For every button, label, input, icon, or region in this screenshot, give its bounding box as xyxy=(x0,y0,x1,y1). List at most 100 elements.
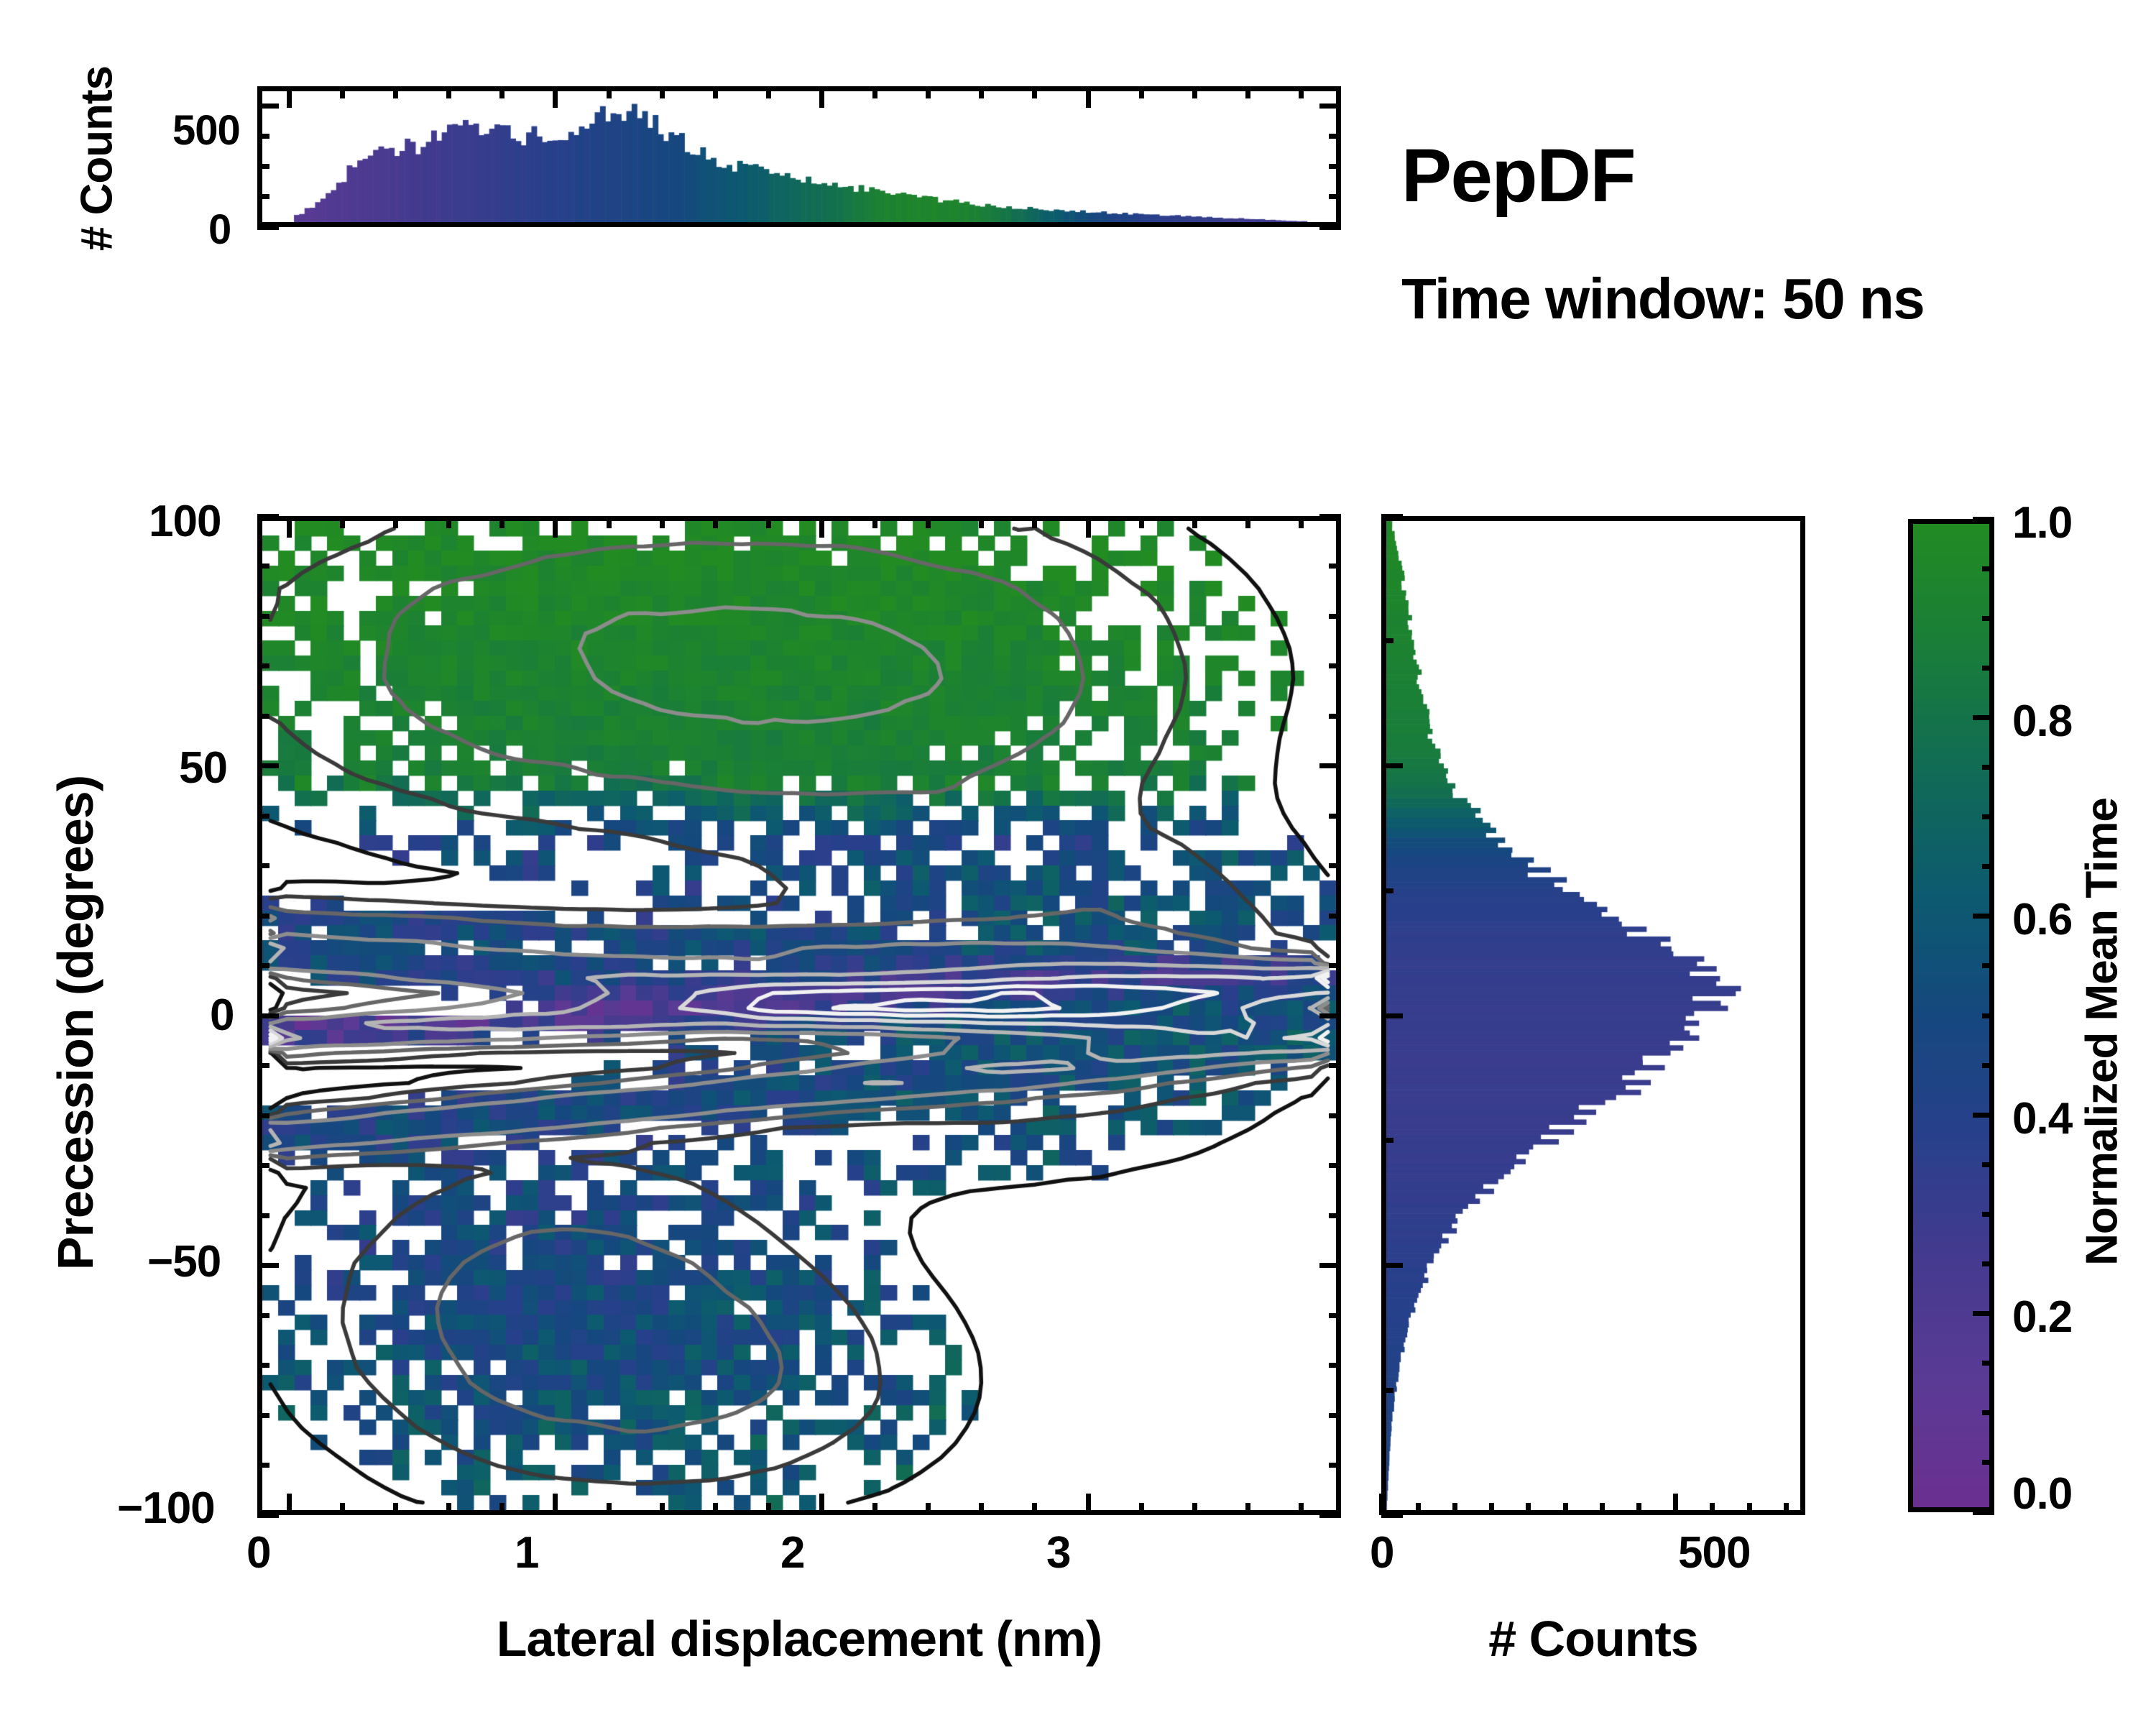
top-histogram-ytick-right xyxy=(1329,133,1341,139)
main-xtick-top xyxy=(553,516,558,538)
top-histogram-canvas-layer xyxy=(262,91,1336,222)
main-xtick-top xyxy=(659,516,665,528)
colorbar-tick xyxy=(1973,714,1994,720)
main-xtick xyxy=(979,1503,985,1515)
top-histogram-ytick xyxy=(257,133,270,139)
colorbar-tick xyxy=(1982,1460,1994,1466)
main-xtick xyxy=(765,1503,771,1515)
main-xtick-top xyxy=(979,516,985,528)
main-ytick-right xyxy=(1329,1213,1341,1218)
colorbar-tick xyxy=(1982,864,1994,870)
top-histogram-xtick xyxy=(606,86,612,98)
main-ytick xyxy=(257,1363,270,1368)
top-histogram-ytick-right xyxy=(1329,164,1341,170)
colorbar-tick xyxy=(1973,1112,1994,1118)
main-ylabel: Precession (degrees) xyxy=(47,775,103,1271)
main-xtick xyxy=(1085,1494,1091,1515)
colorbar-tick-1-0: 1.0 xyxy=(2012,498,2073,548)
main-ytick-neg50: −50 xyxy=(147,1237,221,1287)
right-histogram-xtick xyxy=(1746,1503,1752,1515)
figure-title: PepDF xyxy=(1401,134,1636,218)
right-histogram-xtick xyxy=(1599,1503,1605,1515)
colorbar-tick xyxy=(1982,665,1994,671)
colorbar-tick xyxy=(1973,1311,1994,1317)
right-histogram-axes xyxy=(1381,516,1805,1515)
main-ytick-right xyxy=(1329,913,1341,919)
main-xtick-top xyxy=(340,516,346,528)
main-xtick-top xyxy=(393,516,399,528)
main-ytick-right xyxy=(1329,713,1341,719)
main-xtick xyxy=(1032,1503,1038,1515)
right-histogram-xtick xyxy=(1710,1503,1715,1515)
top-histogram-xtick xyxy=(979,86,985,98)
main-ytick xyxy=(257,1263,279,1268)
main-xtick-top xyxy=(1138,516,1144,528)
main-xtick xyxy=(446,1503,452,1515)
main-ytick xyxy=(257,1512,279,1518)
main-ytick xyxy=(257,1312,270,1318)
main-ytick xyxy=(257,1463,270,1468)
colorbar-tick xyxy=(1982,814,1994,820)
top-histogram-xtick xyxy=(872,86,878,98)
colorbar-tick xyxy=(1982,1410,1994,1416)
right-histogram-ytick xyxy=(1381,1263,1403,1268)
main-ytick xyxy=(257,963,270,968)
main-ytick xyxy=(257,713,270,719)
main-plot-axes xyxy=(257,516,1341,1515)
main-xtick-3: 3 xyxy=(1046,1528,1071,1578)
top-histogram-xtick xyxy=(1192,86,1197,98)
right-histogram-ytick xyxy=(1381,1387,1393,1393)
main-ytick xyxy=(257,613,270,619)
right-histogram-xtick xyxy=(1378,1494,1384,1515)
top-histogram-xtick xyxy=(712,86,718,98)
main-ytick xyxy=(257,1113,270,1118)
top-histogram-xtick xyxy=(446,86,452,98)
main-ytick-right xyxy=(1329,613,1341,619)
right-histogram-xtick xyxy=(1783,1503,1789,1515)
top-histogram-axes xyxy=(257,86,1341,227)
right-histogram-xlabel: # Counts xyxy=(1488,1611,1698,1667)
right-histogram-xtick xyxy=(1452,1503,1457,1515)
right-histogram-bars xyxy=(1386,521,1800,1510)
main-xtick-0: 0 xyxy=(247,1528,271,1578)
main-ytick-right xyxy=(1329,1463,1341,1468)
top-histogram-ytick-500: 500 xyxy=(172,107,241,154)
main-ytick xyxy=(257,913,270,919)
main-ytick-right xyxy=(1329,1412,1341,1418)
top-histogram-ytick xyxy=(257,164,270,170)
colorbar-tick xyxy=(1982,1062,1994,1068)
main-ytick xyxy=(257,1013,279,1018)
main-ytick-0: 0 xyxy=(210,990,234,1040)
main-ytick xyxy=(257,1213,270,1218)
colorbar-tick xyxy=(1982,1211,1994,1217)
right-histogram-xtick xyxy=(1489,1503,1495,1515)
main-ytick xyxy=(257,1412,270,1418)
main-ytick-100: 100 xyxy=(149,497,221,546)
main-xtick-top xyxy=(1245,516,1250,528)
main-ytick xyxy=(257,564,270,569)
top-histogram-ytick-right xyxy=(1319,103,1341,109)
top-histogram-xtick xyxy=(1245,86,1250,98)
right-histogram-xtick-500: 500 xyxy=(1678,1528,1751,1578)
main-ytick-50: 50 xyxy=(179,743,228,793)
top-histogram-ytick xyxy=(257,103,279,109)
main-ytick-right xyxy=(1319,1512,1341,1518)
right-histogram-ytick xyxy=(1381,1512,1403,1518)
colorbar-tick xyxy=(1982,1162,1994,1167)
main-xtick xyxy=(872,1503,878,1515)
colorbar-tick xyxy=(1982,566,1994,571)
right-histogram-ytick xyxy=(1381,638,1393,644)
top-histogram-bars xyxy=(262,91,1336,222)
main-ytick-right xyxy=(1329,863,1341,868)
main-xtick-top xyxy=(499,516,505,528)
right-histogram-ytick xyxy=(1381,513,1403,519)
figure-subtitle: Time window: 50 ns xyxy=(1401,267,1925,331)
main-xtick xyxy=(606,1503,612,1515)
top-histogram-xtick xyxy=(1138,86,1144,98)
colorbar-tick-0-8: 0.8 xyxy=(2012,696,2073,746)
colorbar-gradient xyxy=(1913,524,1989,1507)
main-ytick-right xyxy=(1329,1163,1341,1168)
colorbar-tick-0-4: 0.4 xyxy=(2012,1094,2073,1144)
main-ytick-right xyxy=(1329,663,1341,668)
